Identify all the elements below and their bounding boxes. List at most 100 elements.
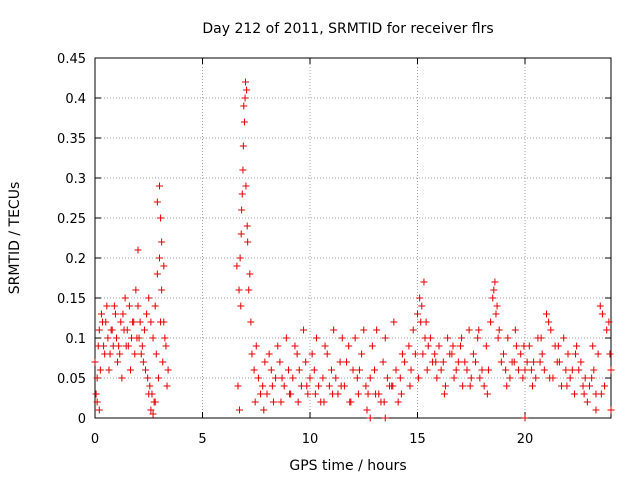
data-point bbox=[381, 414, 389, 422]
data-point bbox=[96, 366, 104, 374]
data-point bbox=[134, 302, 142, 310]
data-point bbox=[417, 318, 425, 326]
data-point bbox=[446, 350, 454, 358]
data-point bbox=[381, 334, 389, 342]
data-point bbox=[502, 366, 510, 374]
data-point bbox=[441, 382, 449, 390]
data-point bbox=[158, 238, 166, 246]
data-point bbox=[103, 302, 111, 310]
data-point bbox=[423, 366, 431, 374]
y-tick-label: 0.25 bbox=[57, 212, 86, 227]
data-point bbox=[579, 382, 587, 390]
data-point bbox=[506, 374, 514, 382]
data-point bbox=[337, 382, 345, 390]
data-point bbox=[580, 390, 588, 398]
data-point bbox=[475, 326, 483, 334]
data-point bbox=[311, 390, 319, 398]
data-point bbox=[420, 278, 428, 286]
data-point bbox=[243, 86, 251, 94]
data-point bbox=[601, 382, 609, 390]
data-point bbox=[267, 366, 275, 374]
data-point bbox=[111, 310, 119, 318]
data-point bbox=[289, 374, 297, 382]
data-point bbox=[276, 358, 284, 366]
data-point bbox=[157, 214, 165, 222]
data-point bbox=[363, 406, 371, 414]
data-point bbox=[607, 406, 615, 414]
data-point bbox=[259, 382, 267, 390]
data-point bbox=[92, 390, 100, 398]
data-point bbox=[484, 366, 492, 374]
data-point bbox=[588, 374, 596, 382]
data-point bbox=[431, 350, 439, 358]
data-point bbox=[570, 390, 578, 398]
data-point bbox=[572, 350, 580, 358]
data-point bbox=[543, 310, 550, 318]
data-point bbox=[300, 326, 308, 334]
data-point bbox=[372, 390, 380, 398]
data-point bbox=[126, 366, 134, 374]
data-point bbox=[392, 366, 400, 374]
data-point bbox=[511, 326, 519, 334]
data-point bbox=[407, 366, 415, 374]
data-point bbox=[411, 350, 419, 358]
data-point bbox=[248, 350, 256, 358]
data-point bbox=[303, 382, 311, 390]
data-point bbox=[129, 318, 137, 326]
data-point bbox=[151, 398, 159, 406]
data-point bbox=[547, 326, 555, 334]
data-point bbox=[577, 358, 585, 366]
data-point bbox=[109, 342, 117, 350]
data-point bbox=[449, 342, 457, 350]
data-point bbox=[373, 326, 381, 334]
data-point bbox=[161, 334, 169, 342]
data-point bbox=[458, 334, 466, 342]
data-point bbox=[137, 350, 145, 358]
x-tick-label: 10 bbox=[302, 432, 319, 447]
y-tick-label: 0.2 bbox=[65, 252, 86, 267]
data-point bbox=[540, 366, 548, 374]
data-point bbox=[104, 334, 112, 342]
data-point bbox=[362, 382, 370, 390]
data-point bbox=[379, 358, 387, 366]
data-point bbox=[254, 374, 262, 382]
data-point bbox=[240, 102, 248, 110]
data-point bbox=[250, 366, 258, 374]
data-point bbox=[605, 318, 613, 326]
data-point bbox=[156, 182, 163, 190]
data-point bbox=[101, 350, 109, 358]
x-tick-label: 5 bbox=[198, 432, 206, 447]
data-point bbox=[394, 398, 402, 406]
data-point bbox=[143, 310, 151, 318]
data-point bbox=[332, 374, 340, 382]
data-point bbox=[291, 342, 299, 350]
data-point bbox=[563, 382, 571, 390]
data-point bbox=[401, 358, 409, 366]
data-point bbox=[234, 382, 242, 390]
data-point bbox=[280, 382, 288, 390]
data-point bbox=[302, 358, 310, 366]
data-point bbox=[336, 358, 344, 366]
data-point bbox=[439, 358, 447, 366]
data-point bbox=[454, 358, 462, 366]
data-point bbox=[304, 390, 312, 398]
data-point bbox=[538, 350, 546, 358]
data-point bbox=[147, 406, 155, 414]
data-point bbox=[519, 374, 527, 382]
data-point bbox=[263, 390, 271, 398]
data-point bbox=[118, 374, 126, 382]
data-point bbox=[243, 222, 251, 230]
data-point bbox=[532, 374, 540, 382]
data-point bbox=[163, 382, 171, 390]
y-tick-label: 0.1 bbox=[65, 332, 86, 347]
data-point bbox=[573, 342, 581, 350]
data-point bbox=[482, 342, 490, 350]
data-point bbox=[390, 318, 398, 326]
data-point bbox=[521, 366, 529, 374]
data-point bbox=[105, 366, 113, 374]
data-point bbox=[272, 374, 280, 382]
data-point bbox=[286, 390, 294, 398]
data-point bbox=[328, 366, 335, 374]
y-axis-title: SRMTID / TECUs bbox=[7, 182, 23, 295]
data-point bbox=[406, 382, 414, 390]
